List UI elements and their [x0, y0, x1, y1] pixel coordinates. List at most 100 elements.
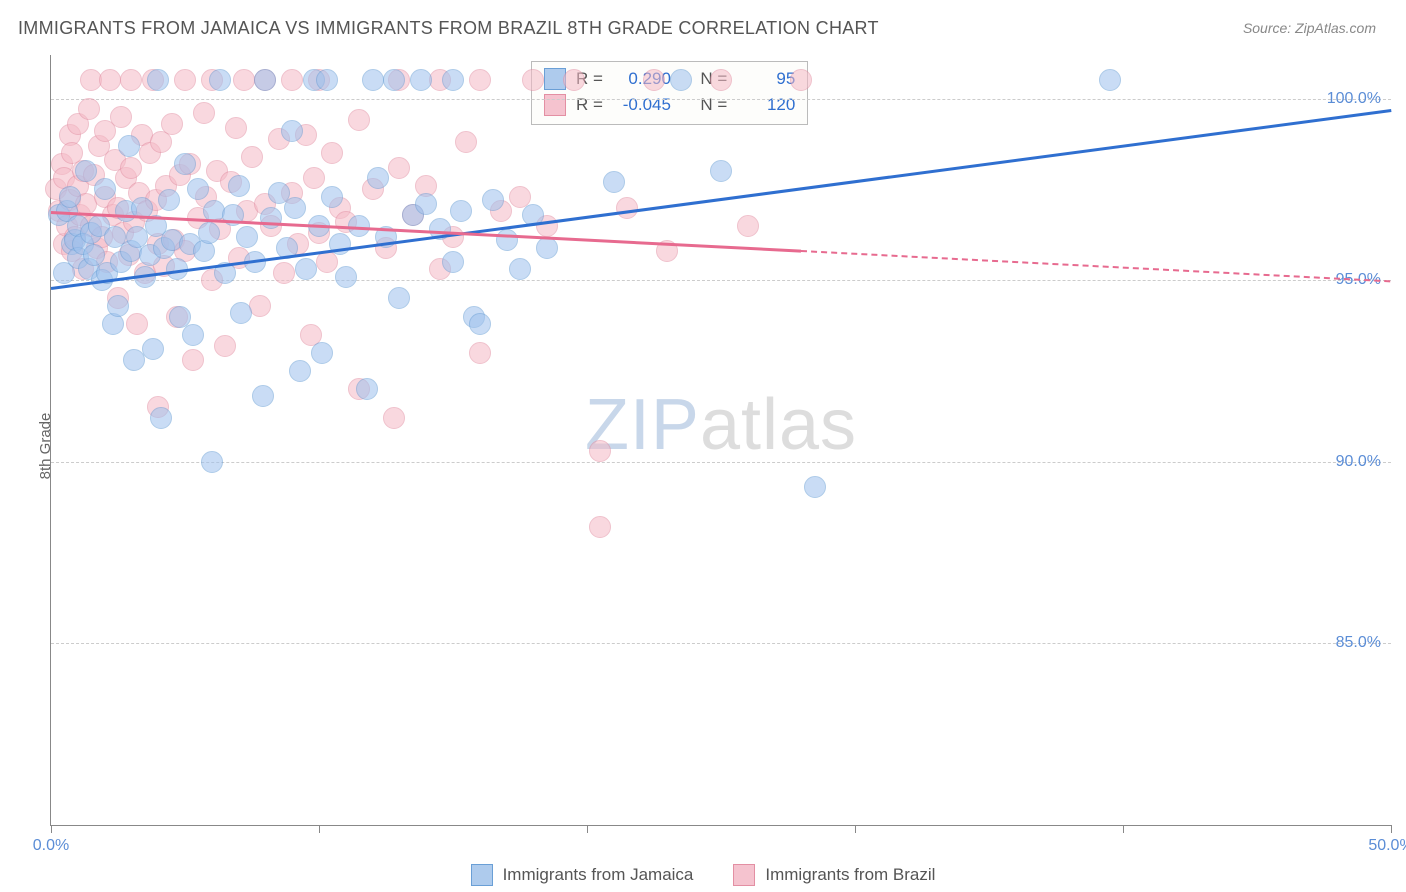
data-point — [281, 120, 303, 142]
data-point — [158, 189, 180, 211]
data-point — [201, 451, 223, 473]
data-point — [281, 69, 303, 91]
legend-swatch-icon — [544, 94, 566, 116]
data-point — [303, 167, 325, 189]
x-tick-label: 50.0% — [1368, 837, 1406, 855]
data-point — [442, 69, 464, 91]
data-point — [273, 262, 295, 284]
x-tick — [319, 825, 320, 833]
data-point — [589, 440, 611, 462]
data-point — [469, 342, 491, 364]
data-point — [410, 69, 432, 91]
data-point — [150, 407, 172, 429]
data-point — [348, 109, 370, 131]
data-point — [603, 171, 625, 193]
trend-line — [801, 250, 1391, 282]
watermark: ZIPatlas — [585, 384, 857, 466]
stat-r-label: R = — [576, 92, 603, 118]
data-point — [241, 146, 263, 168]
legend-item: Immigrants from Brazil — [733, 864, 935, 886]
data-point — [367, 167, 389, 189]
data-point — [522, 69, 544, 91]
legend-swatch-icon — [471, 864, 493, 886]
data-point — [236, 226, 258, 248]
data-point — [252, 385, 274, 407]
y-tick-label: 100.0% — [1327, 90, 1381, 108]
stat-r-value: -0.045 — [613, 92, 671, 118]
data-point — [295, 258, 317, 280]
data-point — [289, 360, 311, 382]
stat-n-value: 95 — [737, 66, 795, 92]
data-point — [482, 189, 504, 211]
data-point — [509, 258, 531, 280]
legend-item: Immigrants from Jamaica — [471, 864, 694, 886]
data-point — [182, 324, 204, 346]
data-point — [388, 157, 410, 179]
watermark-atlas: atlas — [700, 385, 857, 465]
gridline — [51, 280, 1391, 281]
data-point — [316, 69, 338, 91]
data-point — [228, 175, 250, 197]
data-point — [59, 186, 81, 208]
data-point — [107, 295, 129, 317]
y-tick-label: 90.0% — [1336, 453, 1381, 471]
data-point — [670, 69, 692, 91]
data-point — [174, 69, 196, 91]
data-point — [254, 69, 276, 91]
legend-swatch-icon — [733, 864, 755, 886]
data-point — [442, 251, 464, 273]
data-point — [118, 135, 140, 157]
data-point — [356, 378, 378, 400]
data-point — [362, 69, 384, 91]
y-tick-label: 85.0% — [1336, 634, 1381, 652]
gridline — [51, 99, 1391, 100]
data-point — [804, 476, 826, 498]
data-point — [230, 302, 252, 324]
data-point — [383, 69, 405, 91]
source-attribution: Source: ZipAtlas.com — [1243, 20, 1376, 36]
data-point — [496, 229, 518, 251]
data-point — [1099, 69, 1121, 91]
data-point — [311, 342, 333, 364]
data-point — [469, 69, 491, 91]
data-point — [284, 197, 306, 219]
data-point — [78, 98, 100, 120]
x-tick — [855, 825, 856, 833]
plot-area: ZIPatlas R =0.290 N =95R =-0.045 N =120 … — [50, 55, 1391, 826]
legend-label: Immigrants from Brazil — [765, 865, 935, 885]
data-point — [383, 407, 405, 429]
stat-n-value: 120 — [737, 92, 795, 118]
stat-n-label: N = — [700, 92, 727, 118]
data-point — [120, 157, 142, 179]
data-point — [790, 69, 812, 91]
x-tick — [51, 825, 52, 833]
data-point — [450, 200, 472, 222]
data-point — [94, 178, 116, 200]
data-point — [142, 338, 164, 360]
gridline — [51, 643, 1391, 644]
data-point — [335, 266, 357, 288]
data-point — [710, 69, 732, 91]
data-point — [260, 207, 282, 229]
data-point — [182, 349, 204, 371]
data-point — [75, 160, 97, 182]
data-point — [233, 69, 255, 91]
data-point — [110, 106, 132, 128]
data-point — [737, 215, 759, 237]
data-point — [187, 178, 209, 200]
data-point — [563, 69, 585, 91]
data-point — [415, 193, 437, 215]
x-tick-label: 0.0% — [33, 837, 69, 855]
data-point — [214, 335, 236, 357]
data-point — [469, 313, 491, 335]
data-point — [225, 117, 247, 139]
data-point — [316, 251, 338, 273]
data-point — [455, 131, 477, 153]
data-point — [198, 222, 220, 244]
data-point — [209, 69, 231, 91]
data-point — [536, 237, 558, 259]
data-point — [193, 102, 215, 124]
data-point — [126, 313, 148, 335]
data-point — [99, 69, 121, 91]
legend: Immigrants from Jamaica Immigrants from B… — [0, 864, 1406, 886]
